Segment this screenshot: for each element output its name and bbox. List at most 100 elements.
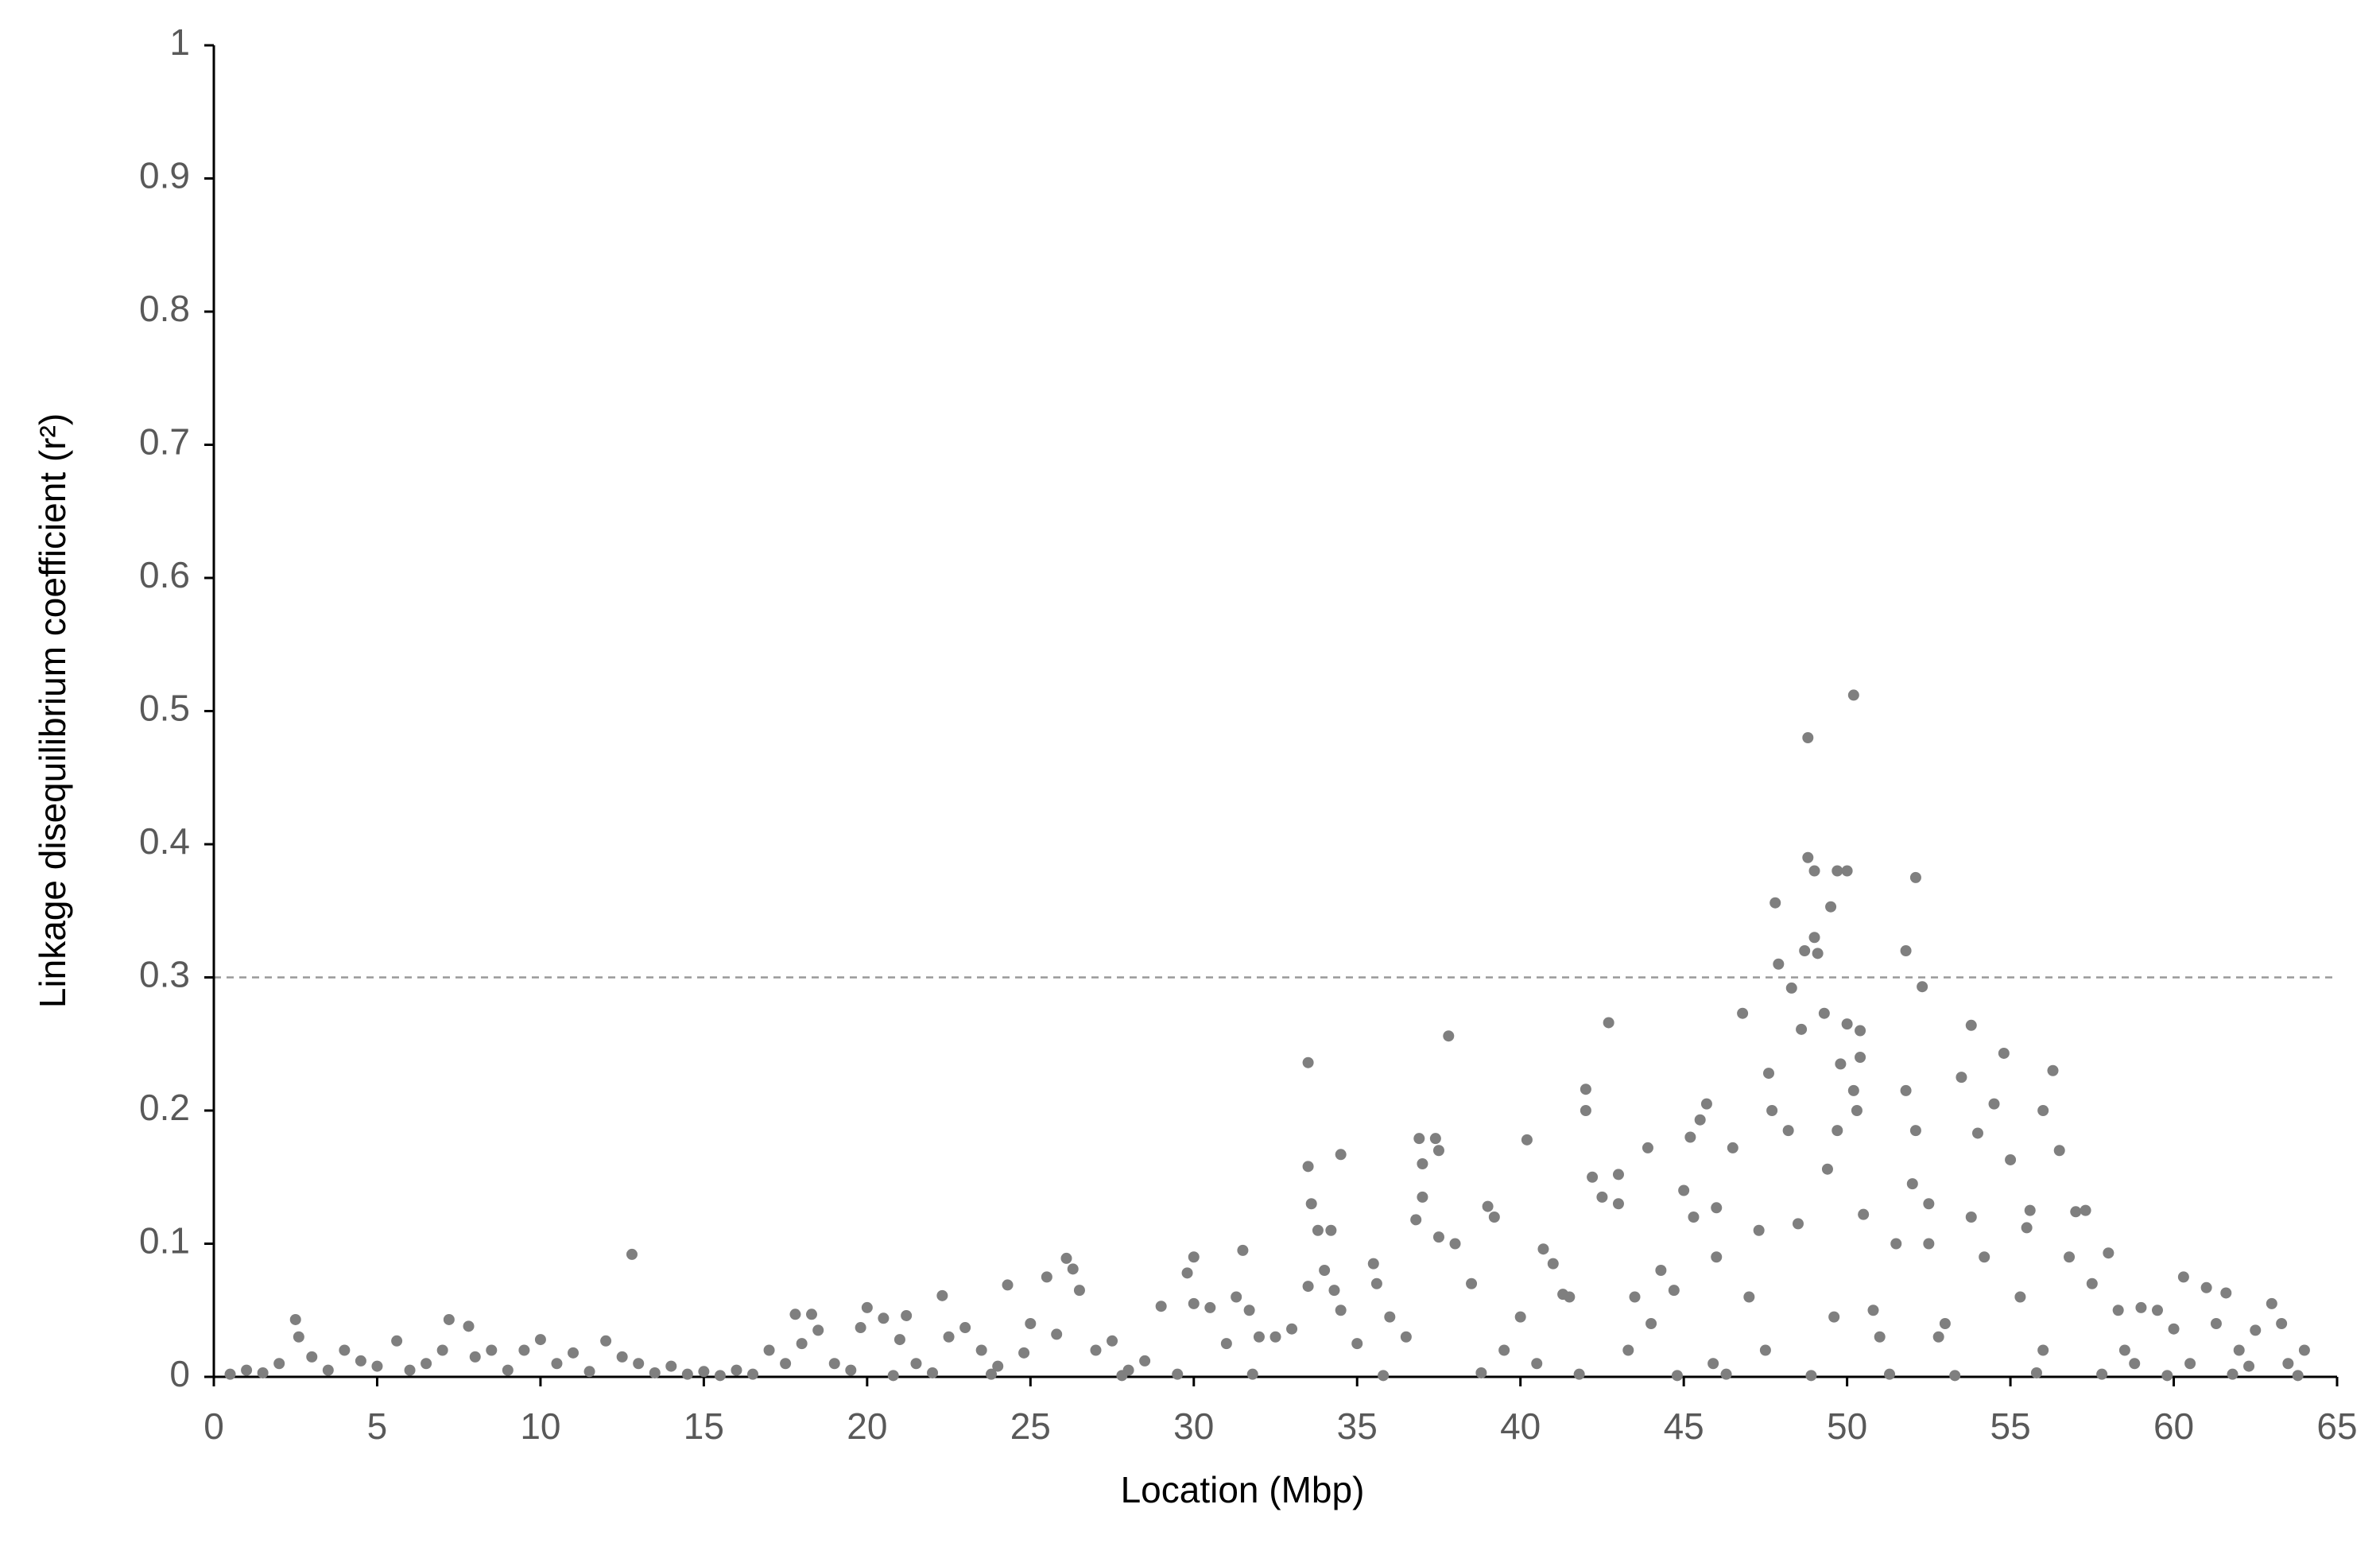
point bbox=[878, 1312, 890, 1324]
point bbox=[2103, 1247, 2114, 1259]
point bbox=[306, 1351, 318, 1363]
x-tick-label: 35 bbox=[1337, 1405, 1378, 1447]
point bbox=[339, 1344, 351, 1356]
point bbox=[1720, 1368, 1732, 1380]
point bbox=[1521, 1134, 1533, 1146]
point bbox=[1818, 1007, 1830, 1019]
point bbox=[1832, 865, 1843, 877]
point bbox=[1018, 1347, 1030, 1359]
point bbox=[355, 1355, 366, 1367]
point bbox=[1971, 1127, 1983, 1139]
y-tick-label: 0.3 bbox=[139, 954, 190, 995]
point bbox=[2118, 1344, 2130, 1356]
point bbox=[714, 1370, 726, 1382]
point bbox=[1370, 1277, 1382, 1289]
y-tick-label: 0.6 bbox=[139, 554, 190, 595]
point bbox=[1269, 1331, 1281, 1343]
point bbox=[1243, 1305, 1255, 1316]
point bbox=[1694, 1114, 1706, 1126]
point bbox=[1802, 732, 1814, 743]
point bbox=[1305, 1198, 1317, 1210]
point bbox=[2096, 1368, 2108, 1380]
point bbox=[1073, 1285, 1085, 1297]
point bbox=[1580, 1105, 1591, 1116]
point bbox=[649, 1367, 661, 1378]
x-tick-label: 45 bbox=[1664, 1405, 1704, 1447]
point bbox=[1855, 1052, 1866, 1063]
point bbox=[1410, 1214, 1422, 1226]
point bbox=[698, 1366, 710, 1378]
point bbox=[1253, 1331, 1265, 1343]
point bbox=[633, 1358, 645, 1370]
point bbox=[1979, 1251, 1990, 1263]
point bbox=[1432, 1145, 1444, 1157]
point bbox=[2200, 1281, 2212, 1293]
point bbox=[1785, 982, 1797, 994]
point bbox=[1449, 1238, 1461, 1250]
point bbox=[1051, 1328, 1063, 1340]
point bbox=[1759, 1344, 1771, 1356]
point bbox=[1328, 1285, 1340, 1297]
point bbox=[2064, 1251, 2076, 1263]
point bbox=[1855, 1025, 1866, 1037]
point bbox=[1612, 1198, 1624, 1210]
point bbox=[1325, 1224, 1337, 1236]
point bbox=[1956, 1072, 1967, 1084]
point bbox=[1204, 1301, 1216, 1313]
point bbox=[1808, 932, 1820, 944]
point bbox=[2135, 1301, 2147, 1313]
point bbox=[1773, 958, 1785, 970]
point bbox=[1805, 1370, 1817, 1382]
y-axis-label: Linkage disequilibrium coefficient (r²) bbox=[32, 413, 73, 1008]
point bbox=[1116, 1370, 1128, 1382]
point bbox=[1668, 1285, 1680, 1297]
point bbox=[1188, 1251, 1200, 1263]
point bbox=[1622, 1344, 1634, 1356]
x-tick-label: 10 bbox=[520, 1405, 560, 1447]
point bbox=[502, 1364, 514, 1376]
point bbox=[1711, 1251, 1723, 1263]
y-tick-label: 0.2 bbox=[139, 1087, 190, 1128]
point bbox=[1181, 1267, 1193, 1279]
point bbox=[2129, 1358, 2141, 1370]
point bbox=[1432, 1231, 1444, 1243]
point bbox=[2282, 1358, 2294, 1370]
point bbox=[1531, 1358, 1543, 1370]
point bbox=[1932, 1331, 1944, 1343]
point bbox=[600, 1335, 612, 1347]
point bbox=[805, 1308, 817, 1320]
x-axis-label: Location (Mbp) bbox=[1121, 1469, 1365, 1510]
point bbox=[1629, 1291, 1641, 1303]
point bbox=[391, 1335, 403, 1347]
point bbox=[1645, 1318, 1657, 1329]
point bbox=[780, 1358, 792, 1370]
point bbox=[518, 1344, 530, 1356]
point bbox=[1939, 1318, 1951, 1329]
point bbox=[1417, 1191, 1428, 1203]
y-tick-label: 0.4 bbox=[139, 820, 190, 862]
point bbox=[2227, 1368, 2239, 1380]
point bbox=[273, 1358, 285, 1370]
point bbox=[2014, 1291, 2026, 1303]
point bbox=[1443, 1030, 1455, 1042]
point bbox=[1782, 1125, 1794, 1137]
point bbox=[1351, 1338, 1363, 1350]
point bbox=[1596, 1191, 1608, 1203]
point bbox=[1400, 1331, 1412, 1343]
point bbox=[1220, 1338, 1232, 1350]
point bbox=[436, 1344, 448, 1356]
point bbox=[1475, 1367, 1487, 1378]
point bbox=[1700, 1098, 1712, 1110]
point bbox=[2292, 1370, 2304, 1382]
point bbox=[2184, 1358, 2196, 1370]
x-tick-label: 5 bbox=[367, 1405, 388, 1447]
point bbox=[893, 1334, 905, 1346]
point bbox=[665, 1360, 677, 1372]
point bbox=[1302, 1281, 1314, 1293]
point bbox=[1335, 1149, 1347, 1161]
point bbox=[1851, 1105, 1863, 1116]
x-tick-label: 50 bbox=[1827, 1405, 1867, 1447]
point bbox=[2053, 1145, 2065, 1157]
